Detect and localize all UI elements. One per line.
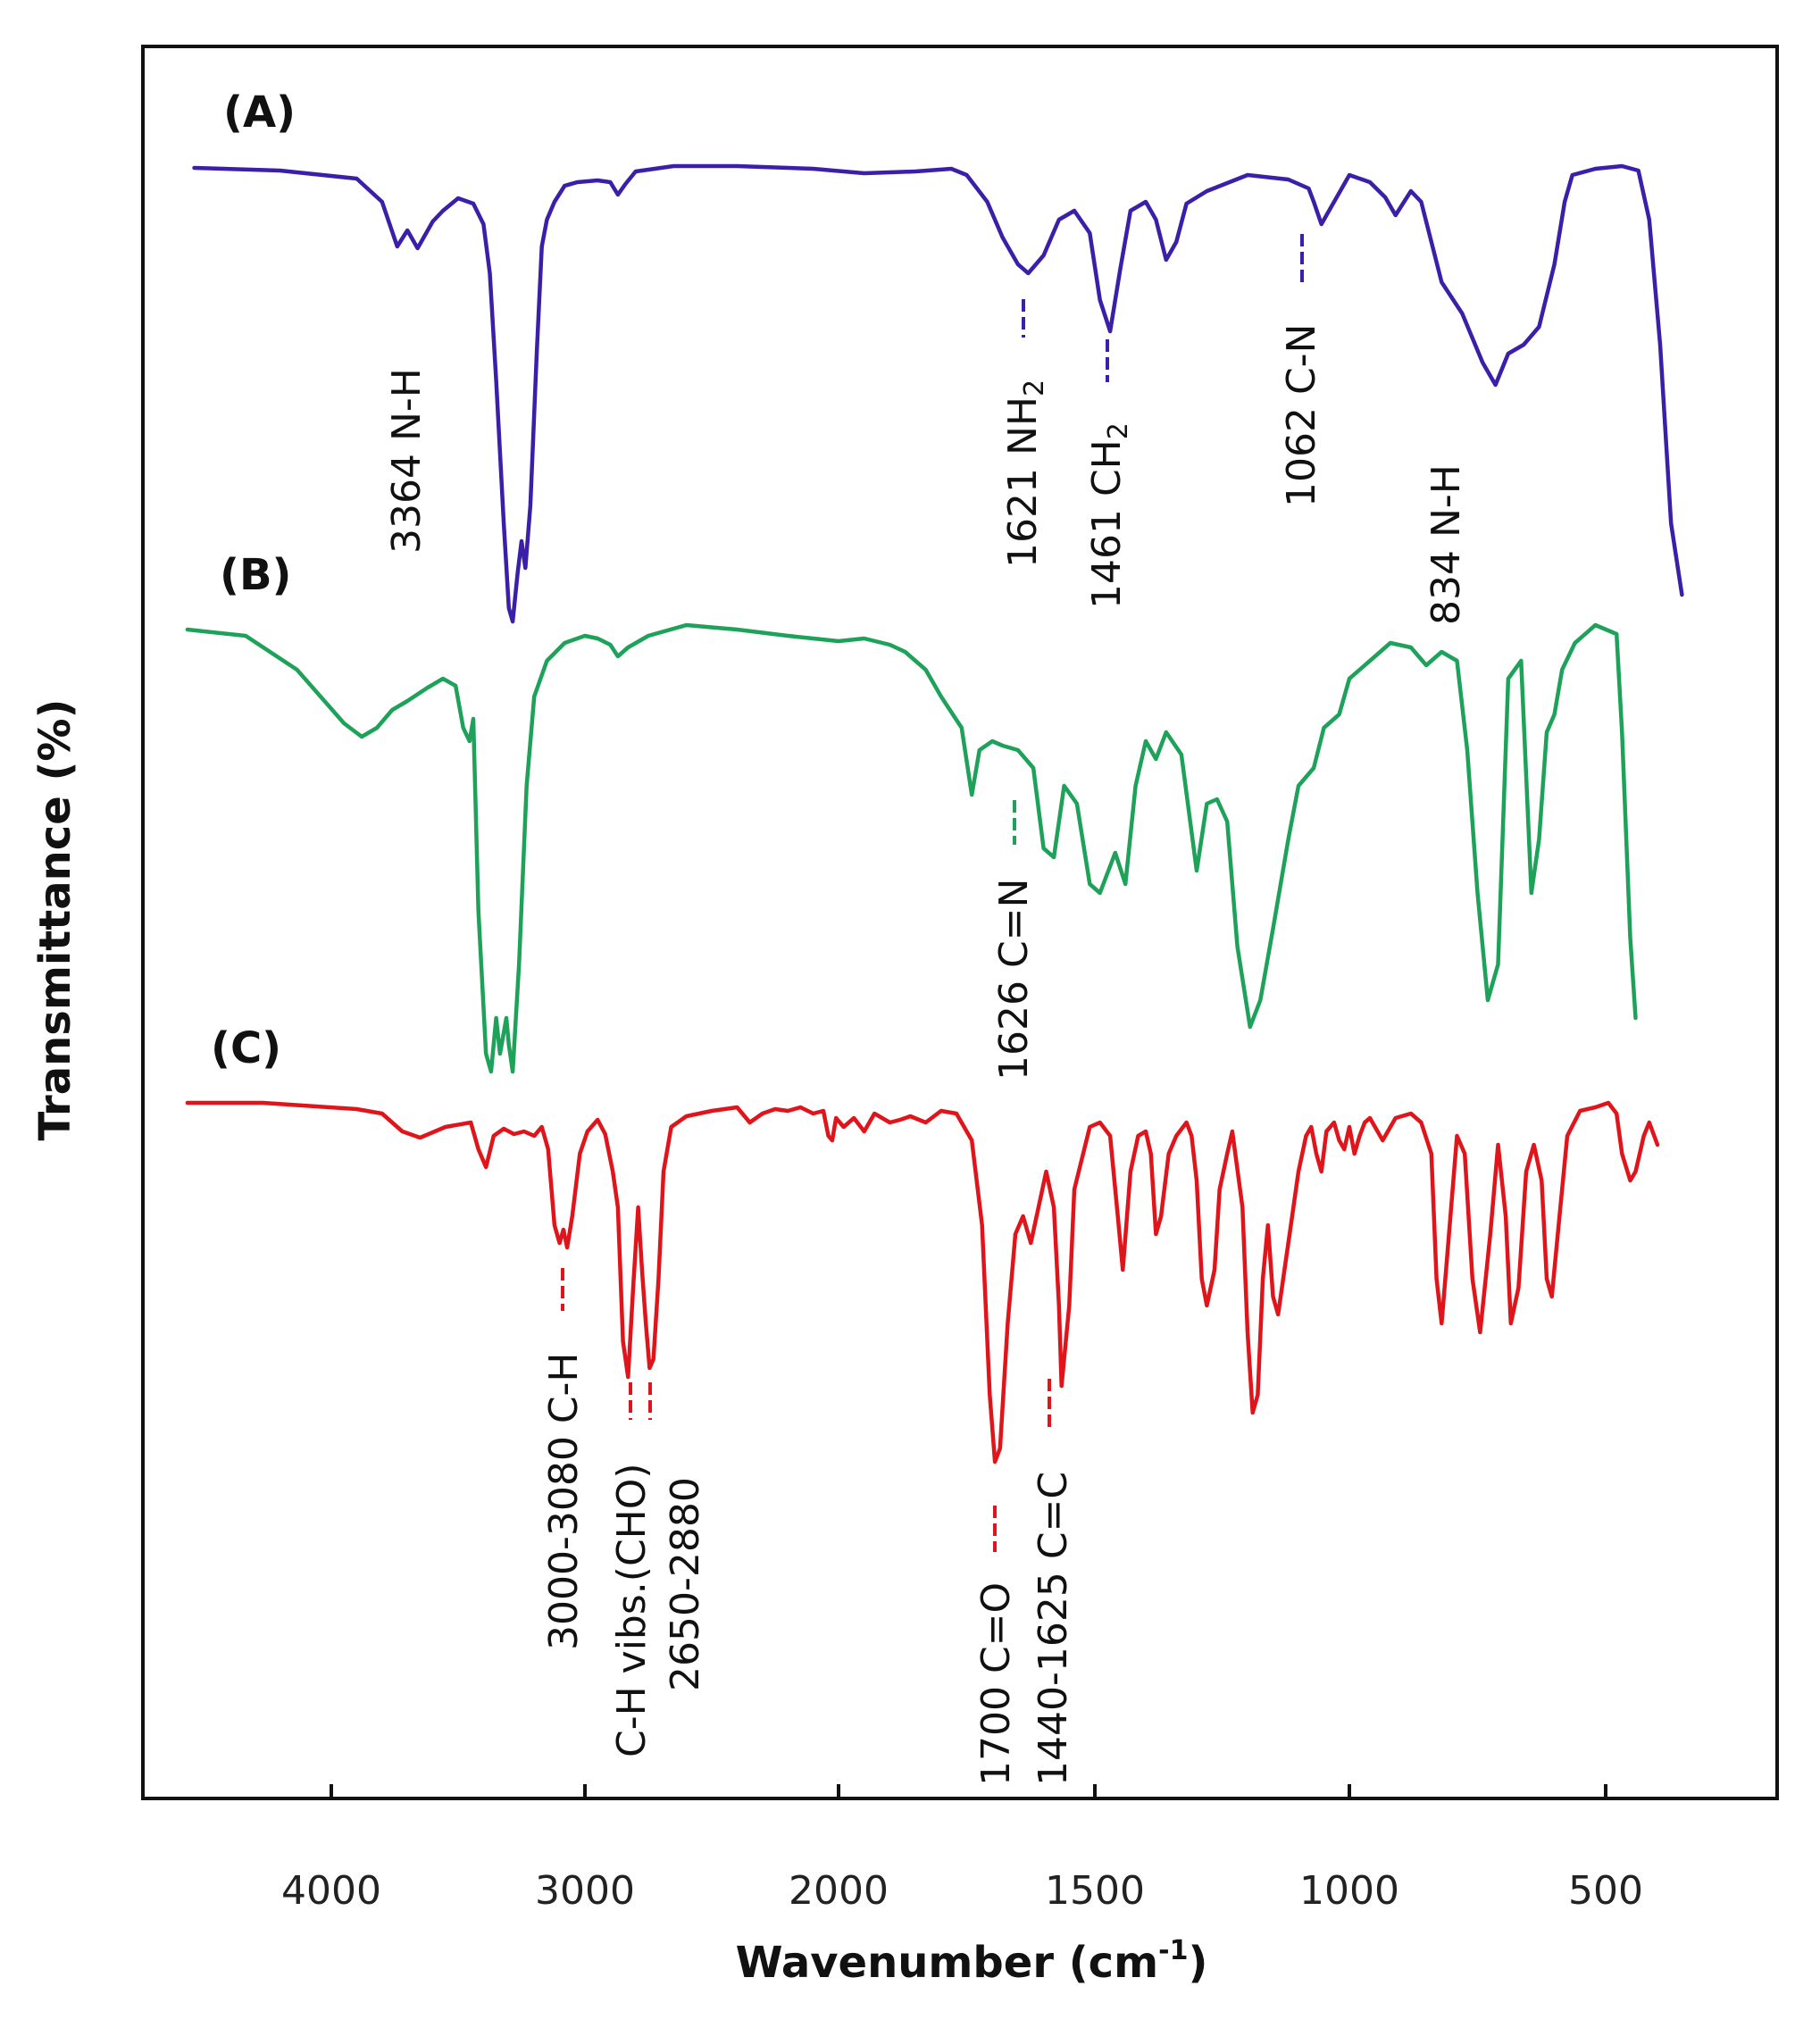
annotation-c-cho: C-H vibs.(CHO) (609, 1463, 655, 1757)
x-tick-label-2000: 2000 (789, 1868, 889, 1914)
x-tick-label-1000: 1000 (1299, 1868, 1399, 1914)
series-line-a (192, 163, 1684, 624)
annotation-a-1062: 1062 C-N (1279, 324, 1324, 507)
annotation-c-1440: 1440-1625 C=C (1031, 1472, 1076, 1786)
x-axis-title-superscript: -1 (1158, 1935, 1188, 1966)
annotation-b-1626: 1626 C=N (991, 879, 1037, 1081)
panel-label-c: (C) (211, 1023, 281, 1073)
annotation-c-1700: 1700 C=O (973, 1582, 1019, 1786)
x-tick-label-3000: 3000 (535, 1868, 635, 1914)
annotation-a-1621-text: 1621 NH (1000, 396, 1046, 568)
x-tick-label-1500: 1500 (1045, 1868, 1145, 1914)
annotation-a-1461-sub: 2 (1103, 422, 1134, 439)
annotation-a-834: 834 N-H (1423, 464, 1469, 625)
x-axis-title: Wavenumber (cm-1) (736, 1935, 1208, 1988)
annotation-a-1461-text: 1461 CH (1084, 439, 1130, 609)
annotation-c-3000: 3000-3080 C-H (541, 1352, 587, 1650)
annotation-a-3364: 3364 N-H (384, 368, 430, 554)
panel-label-a: (A) (223, 88, 296, 138)
panel-label-b: (B) (220, 550, 291, 600)
annotation-a-1461: 1461 CH2 (1084, 422, 1134, 609)
x-axis: 4000 3000 2000 1500 1000 500 (281, 1784, 1643, 1914)
y-axis-title: Transmittance (%) (30, 699, 80, 1141)
series-line-b (185, 622, 1638, 1074)
x-tick-label-500: 500 (1568, 1868, 1643, 1914)
annotation-c-2650: 2650-2880 (663, 1477, 708, 1691)
annotation-a-1621-sub: 2 (1019, 380, 1050, 396)
plot-frame (141, 45, 1779, 1800)
x-axis-title-close: ) (1188, 1938, 1207, 1988)
annotation-leaders (561, 234, 1304, 1552)
annotation-a-1621: 1621 NH2 (1000, 380, 1050, 568)
x-tick-label-4000: 4000 (281, 1868, 381, 1914)
series-line-c (185, 1100, 1660, 1464)
